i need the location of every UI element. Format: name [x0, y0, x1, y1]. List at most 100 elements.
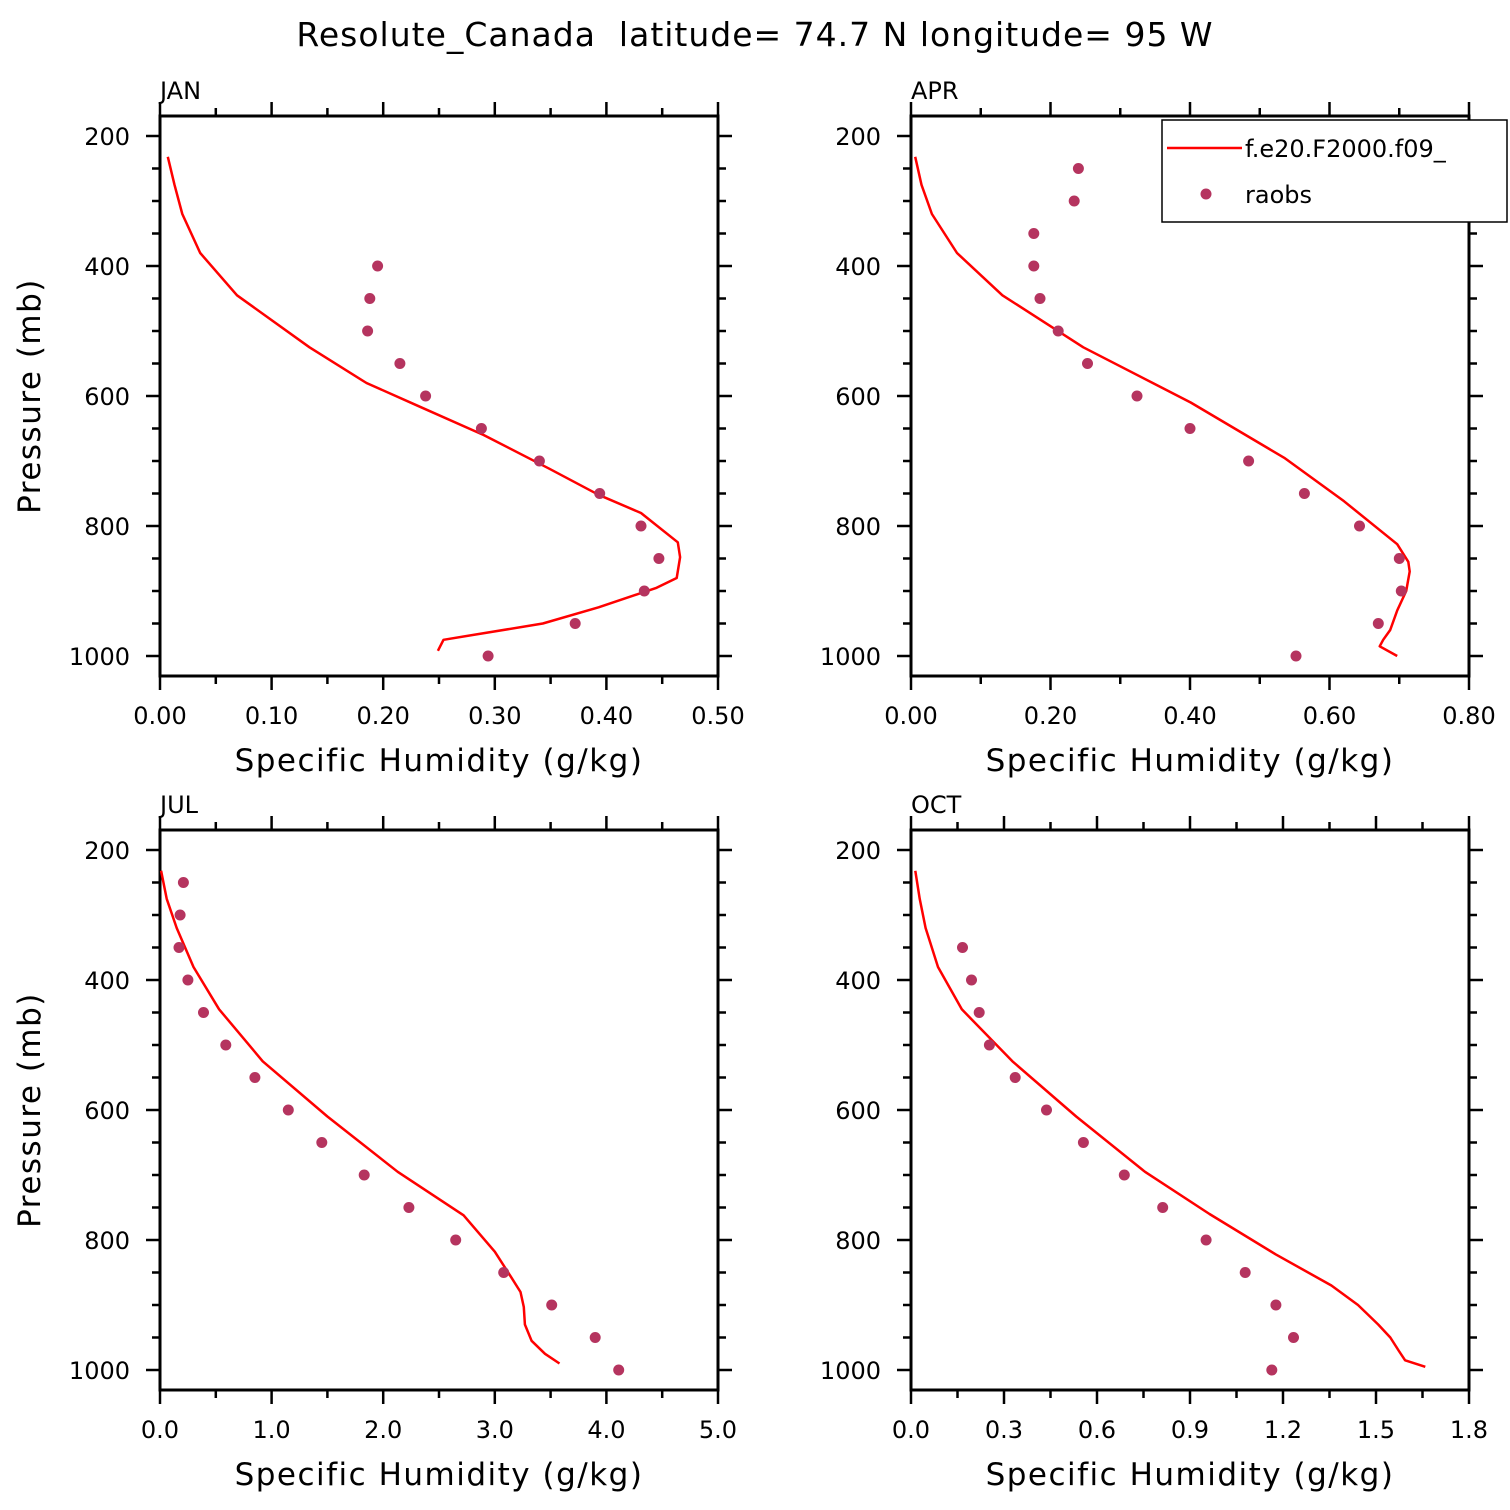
raobs-point: [1393, 553, 1405, 564]
raobs-point: [1184, 423, 1196, 434]
y-tick-label: 1000: [69, 643, 130, 671]
y-axis-label: Pressure (mb): [12, 278, 48, 514]
x-axis-label: Specific Humidity (g/kg): [986, 743, 1395, 779]
raobs-point: [613, 1364, 625, 1376]
raobs-point: [966, 974, 977, 986]
legend-marker-swatch: [1200, 188, 1212, 200]
raobs-point: [594, 488, 606, 499]
raobs-point: [1200, 1234, 1212, 1246]
x-tick-label: 1.2: [1264, 1416, 1302, 1444]
x-tick-label: 0.0: [892, 1416, 930, 1444]
chart-panel-oct: 0.0 0.3 0.6 0.9 1.2 1.5 1.8 200 400 600 800 1000 OCT…: [820, 791, 1488, 1493]
x-tick-label: 0.50: [691, 702, 744, 730]
raobs-point: [249, 1072, 261, 1083]
raobs-point: [1288, 1332, 1299, 1343]
y-tick-label: 1000: [820, 1357, 881, 1385]
model-series-line: [914, 870, 1426, 1368]
x-tick-label: 0.60: [1303, 702, 1356, 730]
chart-panel-jul: 0.0 1.0 2.0 3.0 4.0 5.0 200 400 600 800 1000 JUL Spe…: [12, 791, 737, 1493]
raobs-point: [475, 423, 487, 434]
legend: f.e20.F2000.f09_raobs: [1161, 119, 1508, 223]
raobs-point: [1243, 455, 1255, 467]
raobs-point: [220, 1039, 232, 1051]
raobs-point: [1041, 1104, 1052, 1116]
raobs-point: [1372, 618, 1384, 629]
model-series-line: [159, 870, 561, 1365]
panel-title: JAN: [158, 77, 201, 105]
y-tick-label: 800: [835, 1227, 881, 1255]
raobs-point: [372, 260, 384, 272]
chart-panel-jan: 0.00 0.10 0.20 0.30 0.40 0.50 200 400 600 800 1000…: [12, 77, 745, 779]
raobs-point: [533, 455, 545, 467]
x-axis-label: Specific Humidity (g/kg): [235, 743, 644, 779]
x-tick-label: 0.00: [133, 702, 186, 730]
y-axis-label: Pressure (mb): [12, 992, 48, 1228]
y-tick-label: 600: [84, 1097, 130, 1125]
y-tick-label: 400: [84, 253, 130, 281]
raobs-point: [1157, 1202, 1169, 1213]
x-tick-label: 0.6: [1078, 1416, 1116, 1444]
chart-panel-apr: 0.00 0.20 0.40 0.60 0.80 200 400 600 800 1000 APR S…: [820, 77, 1508, 779]
raobs-point: [973, 1007, 985, 1018]
x-tick-label: 4.0: [587, 1416, 625, 1444]
y-tick-label: 800: [84, 513, 130, 541]
raobs-point: [182, 974, 194, 986]
y-tick-label: 400: [835, 253, 881, 281]
panel-title: APR: [911, 77, 959, 105]
y-tick-label: 400: [84, 967, 130, 995]
x-tick-label: 0.40: [1163, 702, 1216, 730]
raobs-point: [358, 1169, 370, 1181]
raobs-point: [1052, 325, 1064, 337]
raobs-point: [1082, 358, 1093, 369]
y-tick-label: 200: [835, 837, 881, 865]
x-tick-label: 0.30: [468, 702, 521, 730]
raobs-point: [403, 1202, 415, 1213]
raobs-point: [653, 553, 665, 564]
raobs-point: [1068, 195, 1080, 207]
y-tick-label: 400: [835, 967, 881, 995]
x-tick-label: 0.40: [580, 702, 633, 730]
raobs-point: [1290, 650, 1302, 662]
x-tick-label: 2.0: [364, 1416, 402, 1444]
figure-title: Resolute_Canada latitude= 74.7 N longitu…: [296, 15, 1213, 54]
x-tick-label: 0.10: [245, 702, 298, 730]
x-tick-label: 0.20: [1024, 702, 1077, 730]
raobs-point: [983, 1039, 995, 1051]
raobs-point: [173, 942, 185, 953]
raobs-point: [569, 618, 581, 629]
x-tick-label: 0.9: [1171, 1416, 1209, 1444]
raobs-point: [1072, 163, 1084, 174]
raobs-point: [1270, 1299, 1282, 1311]
y-tick-label: 1000: [820, 643, 881, 671]
raobs-point: [1028, 228, 1040, 239]
raobs-point: [362, 325, 374, 337]
legend-label-raobs: raobs: [1245, 181, 1312, 209]
plot-frame: [158, 828, 720, 1392]
raobs-point: [1077, 1137, 1089, 1148]
panel-title: OCT: [911, 791, 962, 819]
y-tick-label: 600: [84, 383, 130, 411]
panel-title: JUL: [158, 791, 199, 819]
x-tick-label: 0.80: [1442, 702, 1495, 730]
x-tick-label: 0.20: [356, 702, 409, 730]
legend-box: [1161, 119, 1508, 223]
raobs-point: [174, 909, 186, 921]
y-tick-label: 800: [835, 513, 881, 541]
x-tick-label: 0.3: [985, 1416, 1023, 1444]
legend-label-model: f.e20.F2000.f09_: [1245, 135, 1447, 163]
raobs-point: [589, 1332, 601, 1343]
raobs-point: [957, 942, 968, 953]
raobs-point: [498, 1267, 510, 1278]
y-tick-label: 1000: [69, 1357, 130, 1385]
raobs-point: [198, 1007, 209, 1018]
y-tick-label: 600: [835, 383, 881, 411]
raobs-point: [1266, 1364, 1278, 1376]
y-tick-label: 200: [835, 123, 881, 151]
plot-frame: [909, 828, 1471, 1392]
raobs-point: [1298, 488, 1310, 499]
raobs-point: [1034, 293, 1046, 304]
raobs-point: [1354, 520, 1365, 532]
model-series-line: [166, 156, 682, 652]
raobs-point: [638, 585, 650, 597]
